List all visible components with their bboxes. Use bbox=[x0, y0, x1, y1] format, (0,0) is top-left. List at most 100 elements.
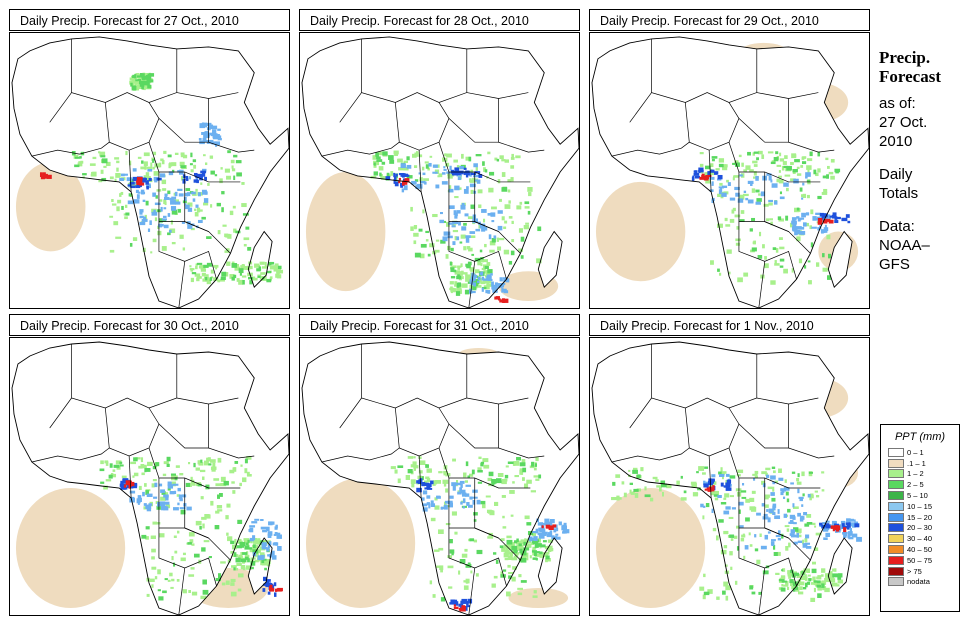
wet-rain-cell bbox=[422, 503, 428, 507]
light-rain-cell bbox=[189, 539, 194, 543]
wet-rain-cell bbox=[760, 191, 765, 197]
light-rain-cell bbox=[136, 73, 140, 78]
light-rain-cell bbox=[188, 574, 195, 577]
light-rain-cell bbox=[483, 270, 490, 274]
wet-rain-cell bbox=[139, 215, 144, 219]
light-rain-cell bbox=[508, 555, 513, 560]
country-border bbox=[788, 98, 835, 153]
moderate-rain-cell bbox=[810, 242, 814, 248]
moderate-rain-cell bbox=[425, 464, 429, 468]
light-rain-cell bbox=[443, 501, 447, 507]
light-rain-cell bbox=[231, 165, 234, 169]
light-rain-cell bbox=[802, 539, 805, 545]
moderate-rain-cell bbox=[376, 156, 381, 160]
light-rain-cell bbox=[413, 456, 416, 459]
heavy-rain-cell bbox=[821, 524, 826, 529]
wet-rain-cell bbox=[428, 503, 431, 509]
heavy-rain-cell bbox=[426, 484, 431, 488]
light-rain-cell bbox=[758, 193, 761, 196]
moderate-rain-cell bbox=[202, 579, 207, 585]
light-rain-cell bbox=[213, 478, 220, 481]
light-rain-cell bbox=[729, 495, 734, 498]
light-rain-cell bbox=[705, 179, 711, 184]
wet-rain-cell bbox=[146, 507, 152, 512]
light-rain-cell bbox=[465, 278, 469, 282]
wet-rain-cell bbox=[214, 133, 220, 139]
light-rain-cell bbox=[474, 269, 480, 274]
light-rain-cell bbox=[806, 194, 810, 199]
light-rain-cell bbox=[534, 554, 540, 557]
light-rain-cell bbox=[517, 587, 524, 590]
light-rain-cell bbox=[205, 274, 209, 277]
wet-rain-cell bbox=[134, 182, 137, 185]
wet-rain-cell bbox=[151, 211, 158, 216]
heavy-rain-cell bbox=[131, 484, 138, 489]
wet-rain-cell bbox=[481, 287, 484, 292]
wet-rain-cell bbox=[532, 531, 537, 534]
moderate-rain-cell bbox=[130, 82, 133, 87]
moderate-rain-cell bbox=[233, 175, 236, 181]
wet-rain-cell bbox=[501, 288, 504, 293]
light-rain-cell bbox=[772, 486, 775, 492]
light-rain-cell bbox=[442, 479, 449, 484]
light-rain-cell bbox=[465, 274, 471, 279]
heavy-rain-cell bbox=[148, 177, 152, 182]
moderate-rain-cell bbox=[753, 151, 759, 154]
light-rain-cell bbox=[426, 468, 432, 473]
moderate-rain-cell bbox=[827, 253, 831, 259]
wet-rain-cell bbox=[460, 501, 463, 505]
light-rain-cell bbox=[210, 269, 214, 274]
light-rain-cell bbox=[443, 482, 447, 487]
light-rain-cell bbox=[413, 465, 419, 469]
wet-rain-cell bbox=[187, 207, 193, 212]
light-rain-cell bbox=[115, 236, 122, 239]
light-rain-cell bbox=[229, 274, 235, 279]
light-rain-cell bbox=[477, 278, 482, 283]
light-rain-cell bbox=[504, 557, 509, 561]
wet-rain-cell bbox=[709, 176, 715, 180]
light-rain-cell bbox=[480, 262, 483, 267]
moderate-rain-cell bbox=[745, 517, 750, 522]
moderate-rain-cell bbox=[180, 509, 186, 515]
light-rain-cell bbox=[619, 497, 622, 500]
wet-rain-cell bbox=[448, 188, 454, 193]
light-rain-cell bbox=[451, 223, 456, 228]
light-rain-cell bbox=[454, 531, 458, 535]
light-rain-cell bbox=[821, 574, 824, 577]
light-rain-cell bbox=[504, 220, 508, 224]
light-rain-cell bbox=[734, 175, 739, 178]
light-rain-cell bbox=[815, 172, 819, 177]
legend-item: 0 – 1 bbox=[888, 447, 959, 458]
light-rain-cell bbox=[437, 175, 440, 178]
light-rain-cell bbox=[206, 279, 212, 285]
moderate-rain-cell bbox=[464, 289, 470, 295]
moderate-rain-cell bbox=[145, 468, 151, 472]
light-rain-cell bbox=[246, 456, 252, 460]
light-rain-cell bbox=[241, 264, 245, 268]
wet-rain-cell bbox=[492, 289, 498, 293]
moderate-rain-cell bbox=[148, 73, 155, 77]
light-rain-cell bbox=[749, 497, 755, 502]
light-rain-cell bbox=[230, 578, 236, 582]
moderate-rain-cell bbox=[152, 158, 155, 163]
light-rain-cell bbox=[234, 266, 240, 271]
forecast-panel-1-nov: Daily Precip. Forecast for 1 Nov., 2010 bbox=[589, 314, 870, 616]
light-rain-cell bbox=[267, 263, 270, 267]
light-rain-cell bbox=[435, 480, 441, 484]
moderate-rain-cell bbox=[531, 461, 535, 467]
light-rain-cell bbox=[424, 161, 429, 164]
wet-rain-cell bbox=[491, 220, 495, 223]
wet-rain-cell bbox=[275, 542, 279, 546]
light-rain-cell bbox=[239, 482, 242, 487]
wet-rain-cell bbox=[761, 503, 765, 507]
light-rain-cell bbox=[247, 474, 252, 477]
extreme-rain-cell bbox=[129, 481, 135, 487]
wet-rain-cell bbox=[422, 507, 428, 512]
wet-rain-cell bbox=[770, 492, 775, 496]
wet-rain-cell bbox=[472, 500, 476, 505]
light-rain-cell bbox=[636, 488, 642, 492]
wet-rain-cell bbox=[469, 496, 473, 500]
wet-rain-cell bbox=[447, 235, 453, 239]
wet-rain-cell bbox=[822, 217, 828, 220]
moderate-rain-cell bbox=[539, 551, 543, 555]
